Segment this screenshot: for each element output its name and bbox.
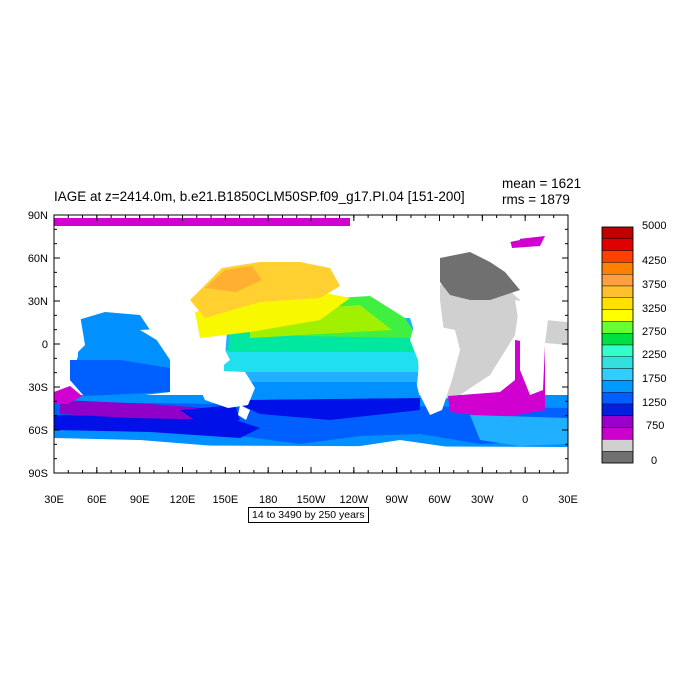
lon-tick-label: 120E	[170, 494, 196, 506]
south-atlantic-sky-region	[470, 415, 568, 446]
lon-tick-label: 30E	[558, 494, 578, 506]
lat-tick-label: 30S	[28, 382, 48, 394]
southeast-asia-land	[140, 328, 190, 350]
tasman-deep-blue-region	[180, 405, 240, 424]
australia-land	[198, 370, 255, 408]
north-pacific-orange-patch	[205, 266, 262, 292]
lon-tick-label: 120W	[339, 494, 368, 506]
colorbar-label: 0	[651, 455, 658, 467]
lat-tick-label: 60S	[28, 425, 48, 437]
arctic-dark-gray-region	[440, 252, 520, 300]
lon-tick-labels: 30E 60E 90E 120E 150E 180 150W 120W 90W 60W 30W 0 30…	[44, 494, 578, 506]
axis-ticks	[53, 214, 569, 474]
lat-tick-label: 30N	[28, 296, 48, 308]
colorbar-label: 5000	[642, 220, 667, 232]
colorbar-label: 1250	[642, 397, 667, 409]
contour-interval-label: 14 to 3490 by 250 years	[248, 507, 369, 523]
south-america-land	[410, 322, 460, 415]
colorbar-label: 1750	[642, 373, 667, 385]
colorbar-swatch	[601, 344, 634, 358]
lon-tick-label: 60W	[428, 494, 451, 506]
colorbar-swatch	[601, 427, 634, 440]
lat-tick-label: 90S	[28, 468, 48, 480]
colorbar-frame	[601, 226, 634, 464]
lon-tick-label: 180	[259, 494, 277, 506]
colorbar-swatch	[601, 309, 634, 322]
colorbar-label: 4250	[642, 255, 667, 267]
new-zealand-land	[238, 405, 250, 420]
colorbar-swatch	[601, 285, 634, 299]
lon-tick-label: 30E	[44, 494, 64, 506]
africa-east-land	[54, 315, 85, 360]
colorbar-swatch	[601, 451, 634, 464]
africa-south-land	[520, 335, 545, 395]
colorbar-label: 2250	[642, 349, 667, 361]
land-masses	[54, 226, 568, 473]
colorbar-label: 750	[646, 420, 665, 432]
new-guinea-land	[190, 345, 230, 368]
colorbar-label: 2750	[642, 326, 667, 338]
colorbar-swatch	[601, 368, 634, 381]
colorbar-swatch	[601, 333, 634, 346]
map-title: IAGE at z=2414.0m, b.e21.B1850CLM50SP.f0…	[54, 189, 465, 204]
colorbar-swatch	[601, 356, 634, 369]
african-coast-gray-patch	[545, 320, 568, 345]
colorbar-swatch	[601, 392, 634, 405]
lon-tick-label: 90E	[130, 494, 150, 506]
lon-tick-label: 150W	[297, 494, 326, 506]
pacific-south-deep-blue-region	[230, 398, 420, 420]
colorbar-swatch	[601, 380, 634, 393]
colorbar-swatch	[601, 262, 634, 275]
arctic-magenta-band	[54, 218, 350, 226]
lat-tick-label: 0	[42, 339, 48, 351]
colorbar-swatch	[601, 403, 634, 417]
colorbar-swatch	[601, 415, 634, 428]
greenland-land	[450, 226, 520, 248]
lat-tick-labels: 90N 60N 30N 0 30S 60S 90S	[28, 210, 48, 480]
lon-tick-label: 60E	[87, 494, 107, 506]
ocean-field	[54, 218, 568, 452]
colorbar-swatch	[601, 321, 634, 334]
colorbar-label: 3250	[642, 303, 667, 315]
lon-tick-label: 30W	[471, 494, 494, 506]
rms-stat: rms = 1879	[502, 192, 570, 207]
colorbar-swatch	[601, 297, 634, 310]
colorbar	[601, 226, 634, 464]
lat-tick-label: 60N	[28, 253, 48, 265]
africa-north-land	[515, 300, 548, 343]
pacific-azure-band	[240, 382, 420, 400]
eurasia-north-america-land	[54, 226, 440, 322]
mean-stat: mean = 1621	[502, 176, 582, 191]
colorbar-swatch	[601, 226, 634, 240]
colorbar-swatch	[601, 250, 634, 263]
colorbar-label: 3750	[642, 279, 667, 291]
lon-tick-label: 150E	[212, 494, 238, 506]
indian-south-blue-region	[70, 360, 170, 396]
lat-tick-label: 90N	[28, 210, 48, 222]
pacific-cyan-band	[224, 350, 418, 372]
colorbar-swatch	[601, 274, 634, 287]
lon-tick-label: 0	[522, 494, 528, 506]
lon-tick-label: 90W	[385, 494, 408, 506]
antarctica-land	[54, 445, 568, 473]
colorbar-swatch	[601, 439, 634, 452]
indian-west-magenta-region	[54, 386, 82, 404]
colorbar-swatch	[601, 238, 634, 251]
